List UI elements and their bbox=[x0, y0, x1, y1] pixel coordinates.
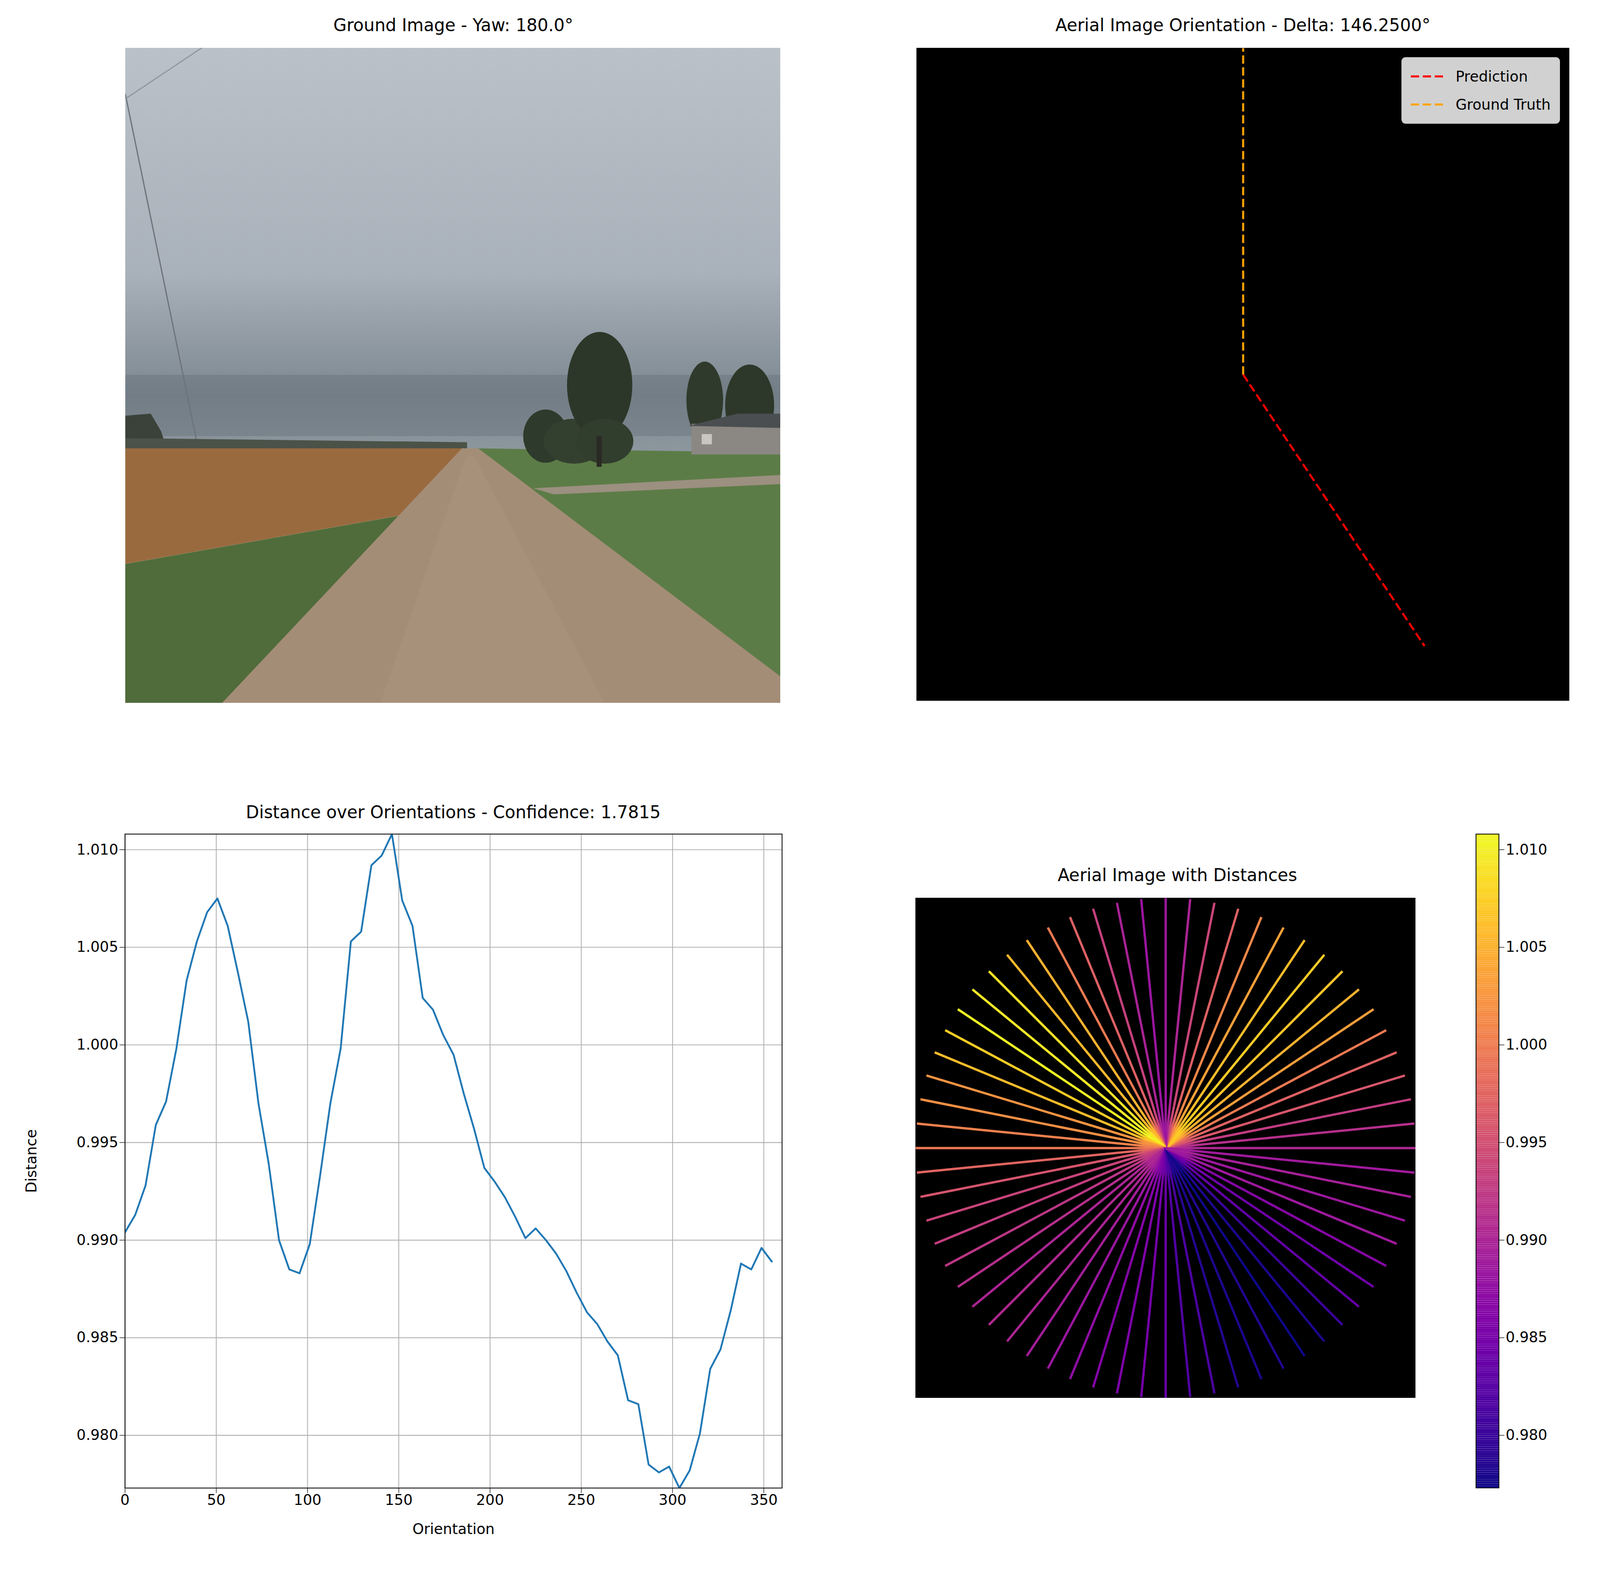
svg-text:0.985: 0.985 bbox=[1505, 1328, 1548, 1346]
svg-text:0.985: 0.985 bbox=[76, 1328, 118, 1346]
html-text:Aerial Image Orientation - Del: Aerial Image Orientation - Delta: 146.25… bbox=[1055, 15, 1431, 36]
svg-text:1.000: 1.000 bbox=[76, 1035, 118, 1054]
svg-text:50: 50 bbox=[206, 1491, 226, 1509]
svg-text:300: 300 bbox=[658, 1491, 687, 1509]
html-text:Prediction: Prediction bbox=[1455, 67, 1528, 85]
svg-text:0.980: 0.980 bbox=[1505, 1426, 1548, 1444]
svg-text:Orientation: Orientation bbox=[412, 1520, 495, 1538]
html-text:Ground Truth: Ground Truth bbox=[1455, 95, 1551, 114]
svg-text:100: 100 bbox=[293, 1491, 322, 1509]
svg-text:150: 150 bbox=[384, 1491, 413, 1509]
svg-text:1.000: 1.000 bbox=[1505, 1035, 1548, 1054]
svg-text:0.990: 0.990 bbox=[76, 1231, 118, 1249]
svg-text:1.005: 1.005 bbox=[1505, 938, 1548, 956]
svg-text:0: 0 bbox=[120, 1491, 130, 1509]
svg-text:1.010: 1.010 bbox=[1505, 841, 1548, 859]
svg-text:0.980: 0.980 bbox=[76, 1426, 118, 1444]
svg-text:1.010: 1.010 bbox=[76, 841, 118, 859]
svg-text:250: 250 bbox=[567, 1491, 596, 1509]
svg-text:200: 200 bbox=[476, 1491, 504, 1509]
svg-text:1.005: 1.005 bbox=[76, 938, 118, 956]
svg-text:0.995: 0.995 bbox=[76, 1133, 118, 1151]
svg-text:Distance: Distance bbox=[22, 1129, 41, 1193]
html-text:Distance over Orientations - C: Distance over Orientations - Confidence:… bbox=[245, 802, 661, 823]
svg-text:0.995: 0.995 bbox=[1505, 1133, 1548, 1151]
html-text:Ground Image - Yaw: 180.0°: Ground Image - Yaw: 180.0° bbox=[333, 15, 574, 36]
html-text:Aerial Image with Distances: Aerial Image with Distances bbox=[1057, 864, 1298, 886]
svg-text:0.990: 0.990 bbox=[1505, 1231, 1548, 1249]
svg-text:350: 350 bbox=[750, 1491, 778, 1509]
